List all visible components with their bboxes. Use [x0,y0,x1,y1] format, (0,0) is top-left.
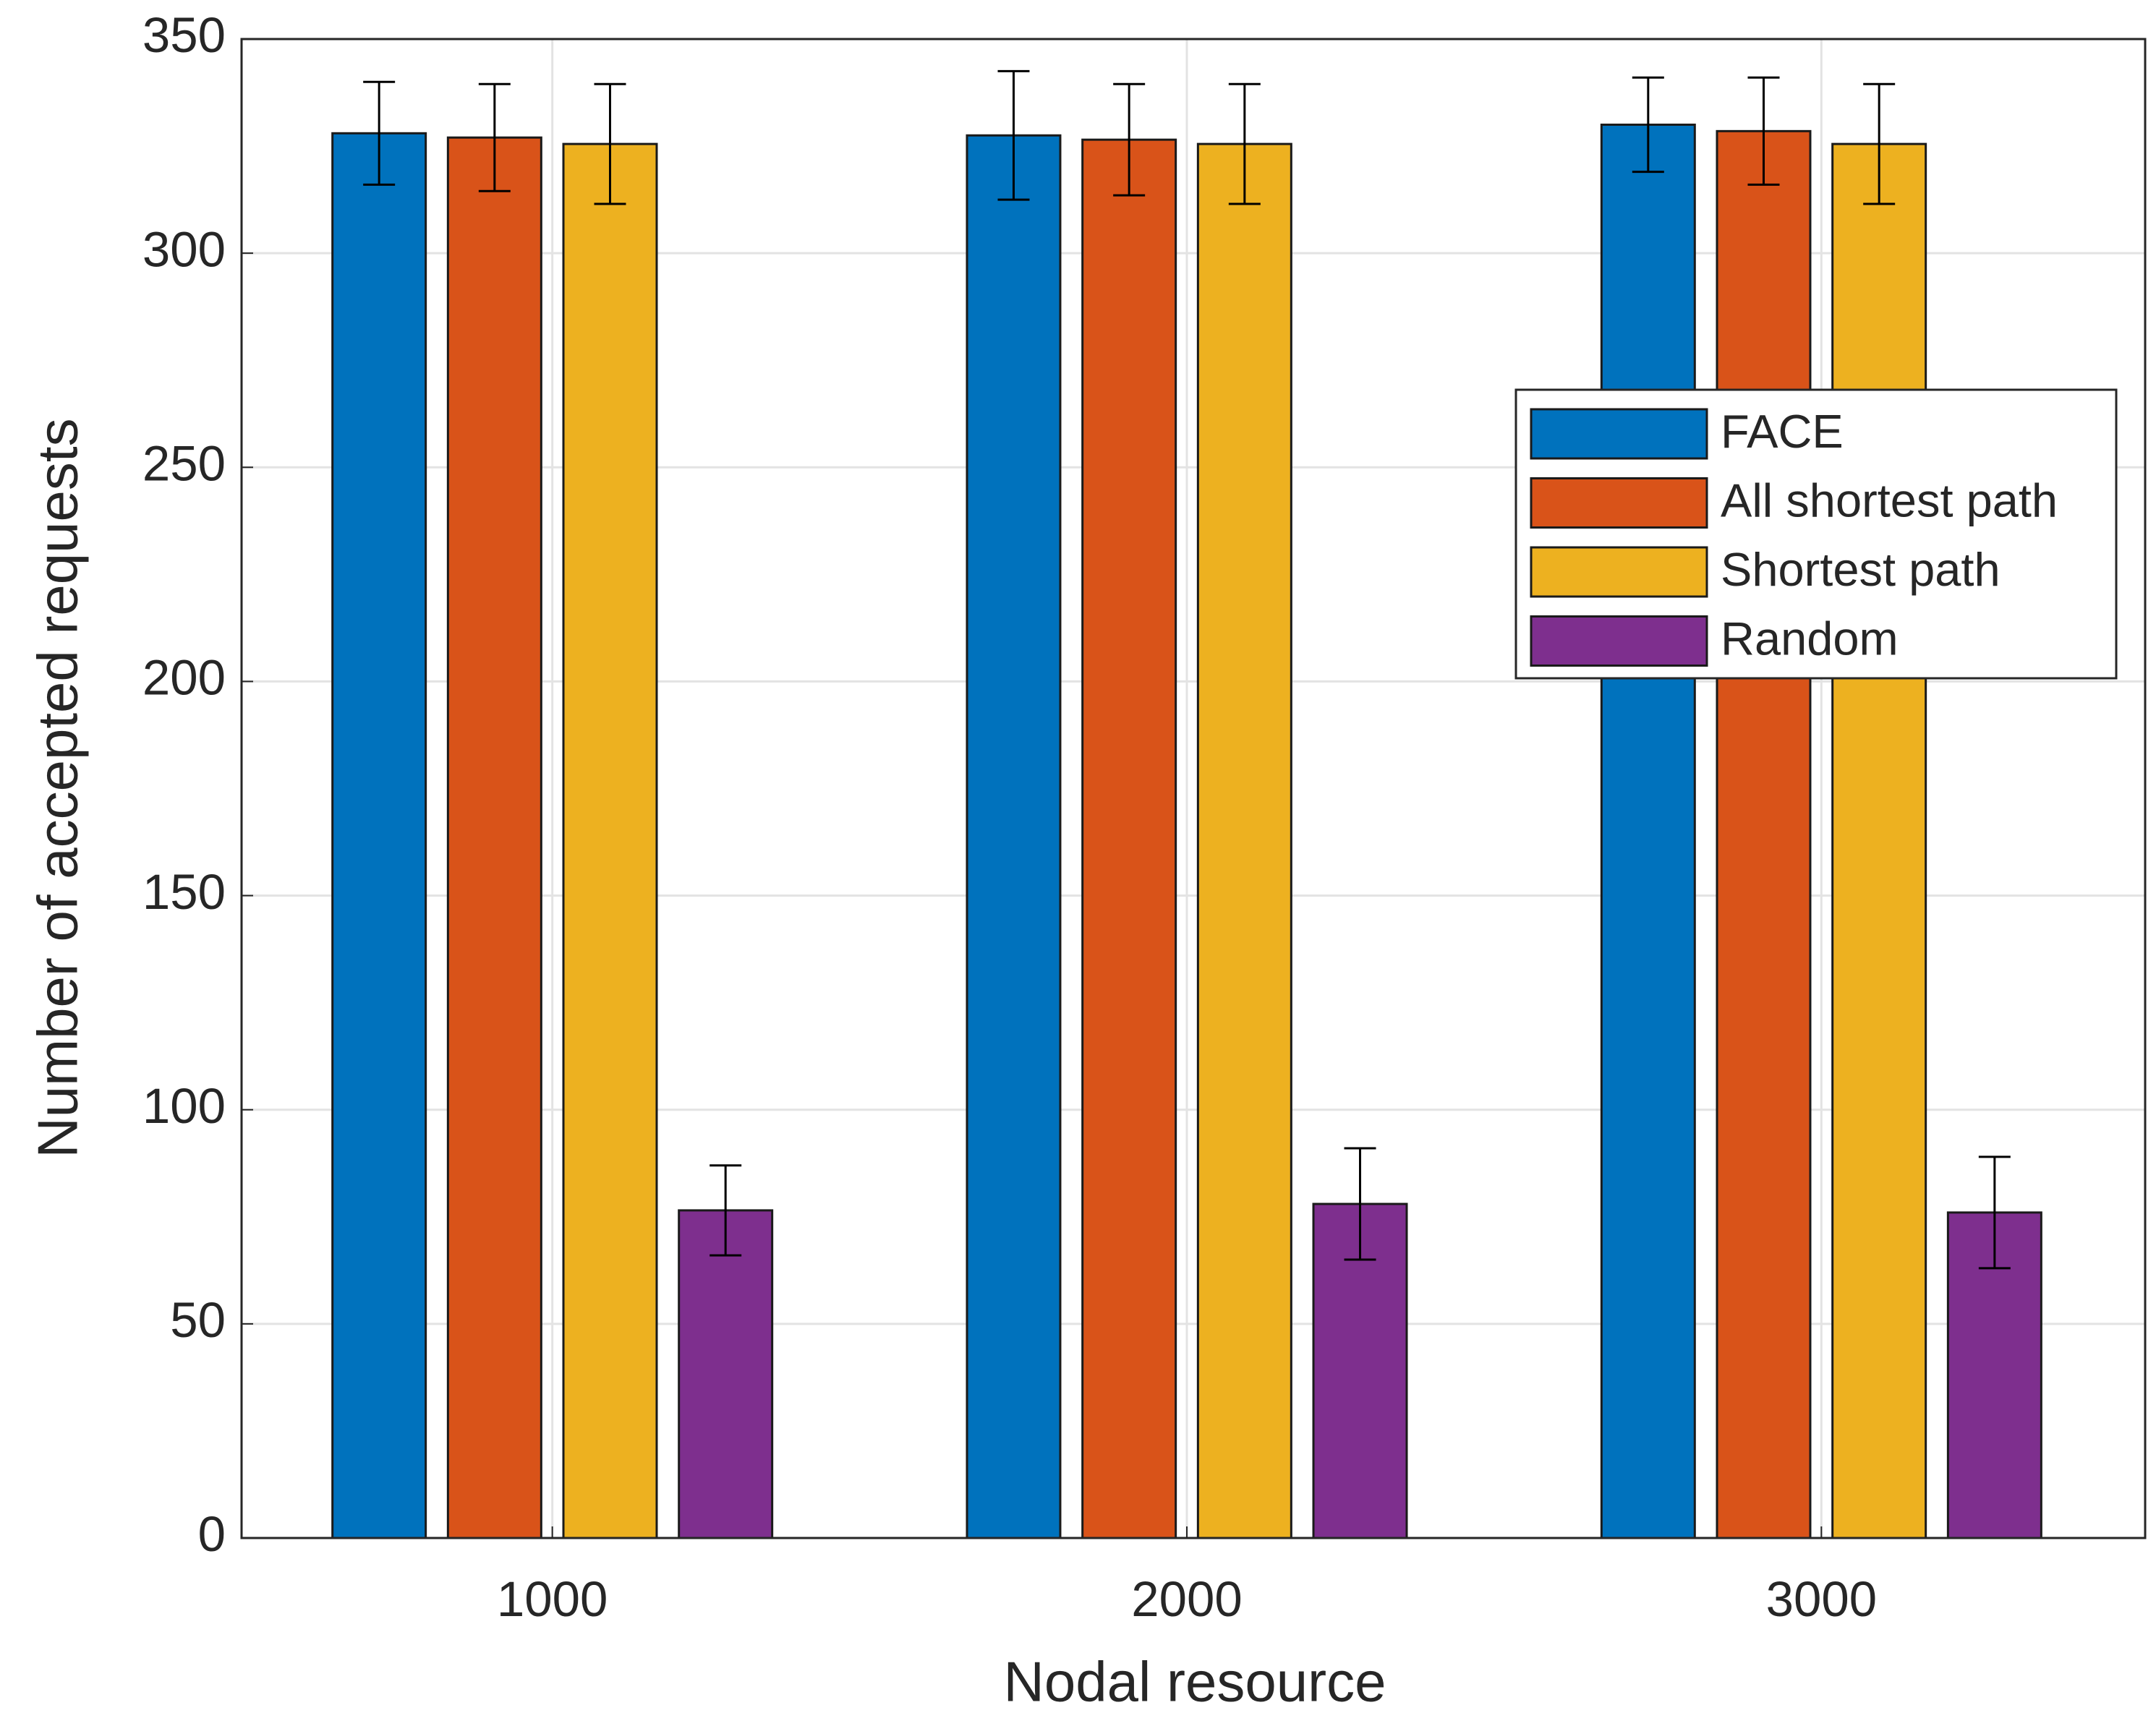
legend-swatch [1530,546,1708,598]
error-bar [1632,76,1664,174]
error-bar [1747,76,1780,186]
error-bar [594,82,626,205]
error-bar [1344,1147,1376,1261]
x-tick-label: 1000 [497,1571,608,1627]
legend-label: Random [1721,612,1899,665]
error-bar [1228,82,1261,205]
bar [678,1209,774,1539]
error-bar [997,69,1030,201]
error-bar [1113,82,1146,197]
y-tick-label: 300 [142,221,226,277]
error-bar [1863,82,1896,205]
x-tick-label: 2000 [1131,1571,1243,1627]
legend-swatch [1530,408,1708,460]
legend-label: Shortest path [1721,543,2001,596]
x-tick-label: 3000 [1766,1571,1878,1627]
bar [562,142,658,1539]
legend-label: FACE [1721,405,1844,458]
bar [1600,123,1696,1539]
error-bar [478,82,511,192]
y-tick-label: 100 [142,1078,226,1134]
bar [1716,129,1812,1539]
y-tick-label: 150 [142,864,226,920]
error-bar [1978,1155,2011,1270]
x-axis-label: Nodal resource [1004,1650,1386,1714]
error-bar [710,1164,742,1257]
error-bar [363,80,396,186]
bar [446,136,542,1539]
y-tick-label: 250 [142,436,226,492]
y-axis-label: Number of accepted requests [26,418,90,1158]
legend-swatch [1530,615,1708,667]
bar [1196,142,1292,1539]
y-tick-label: 200 [142,650,226,706]
y-tick-label: 0 [198,1506,226,1562]
plot-frame [240,38,2147,1539]
bar [1081,138,1177,1539]
y-tick-label: 350 [142,7,226,63]
legend-swatch [1530,477,1708,529]
bar [1831,142,1927,1539]
bar [331,132,427,1539]
y-tick-label: 50 [170,1292,226,1348]
legend-label: All shortest path [1721,474,2058,527]
bar [966,134,1062,1539]
